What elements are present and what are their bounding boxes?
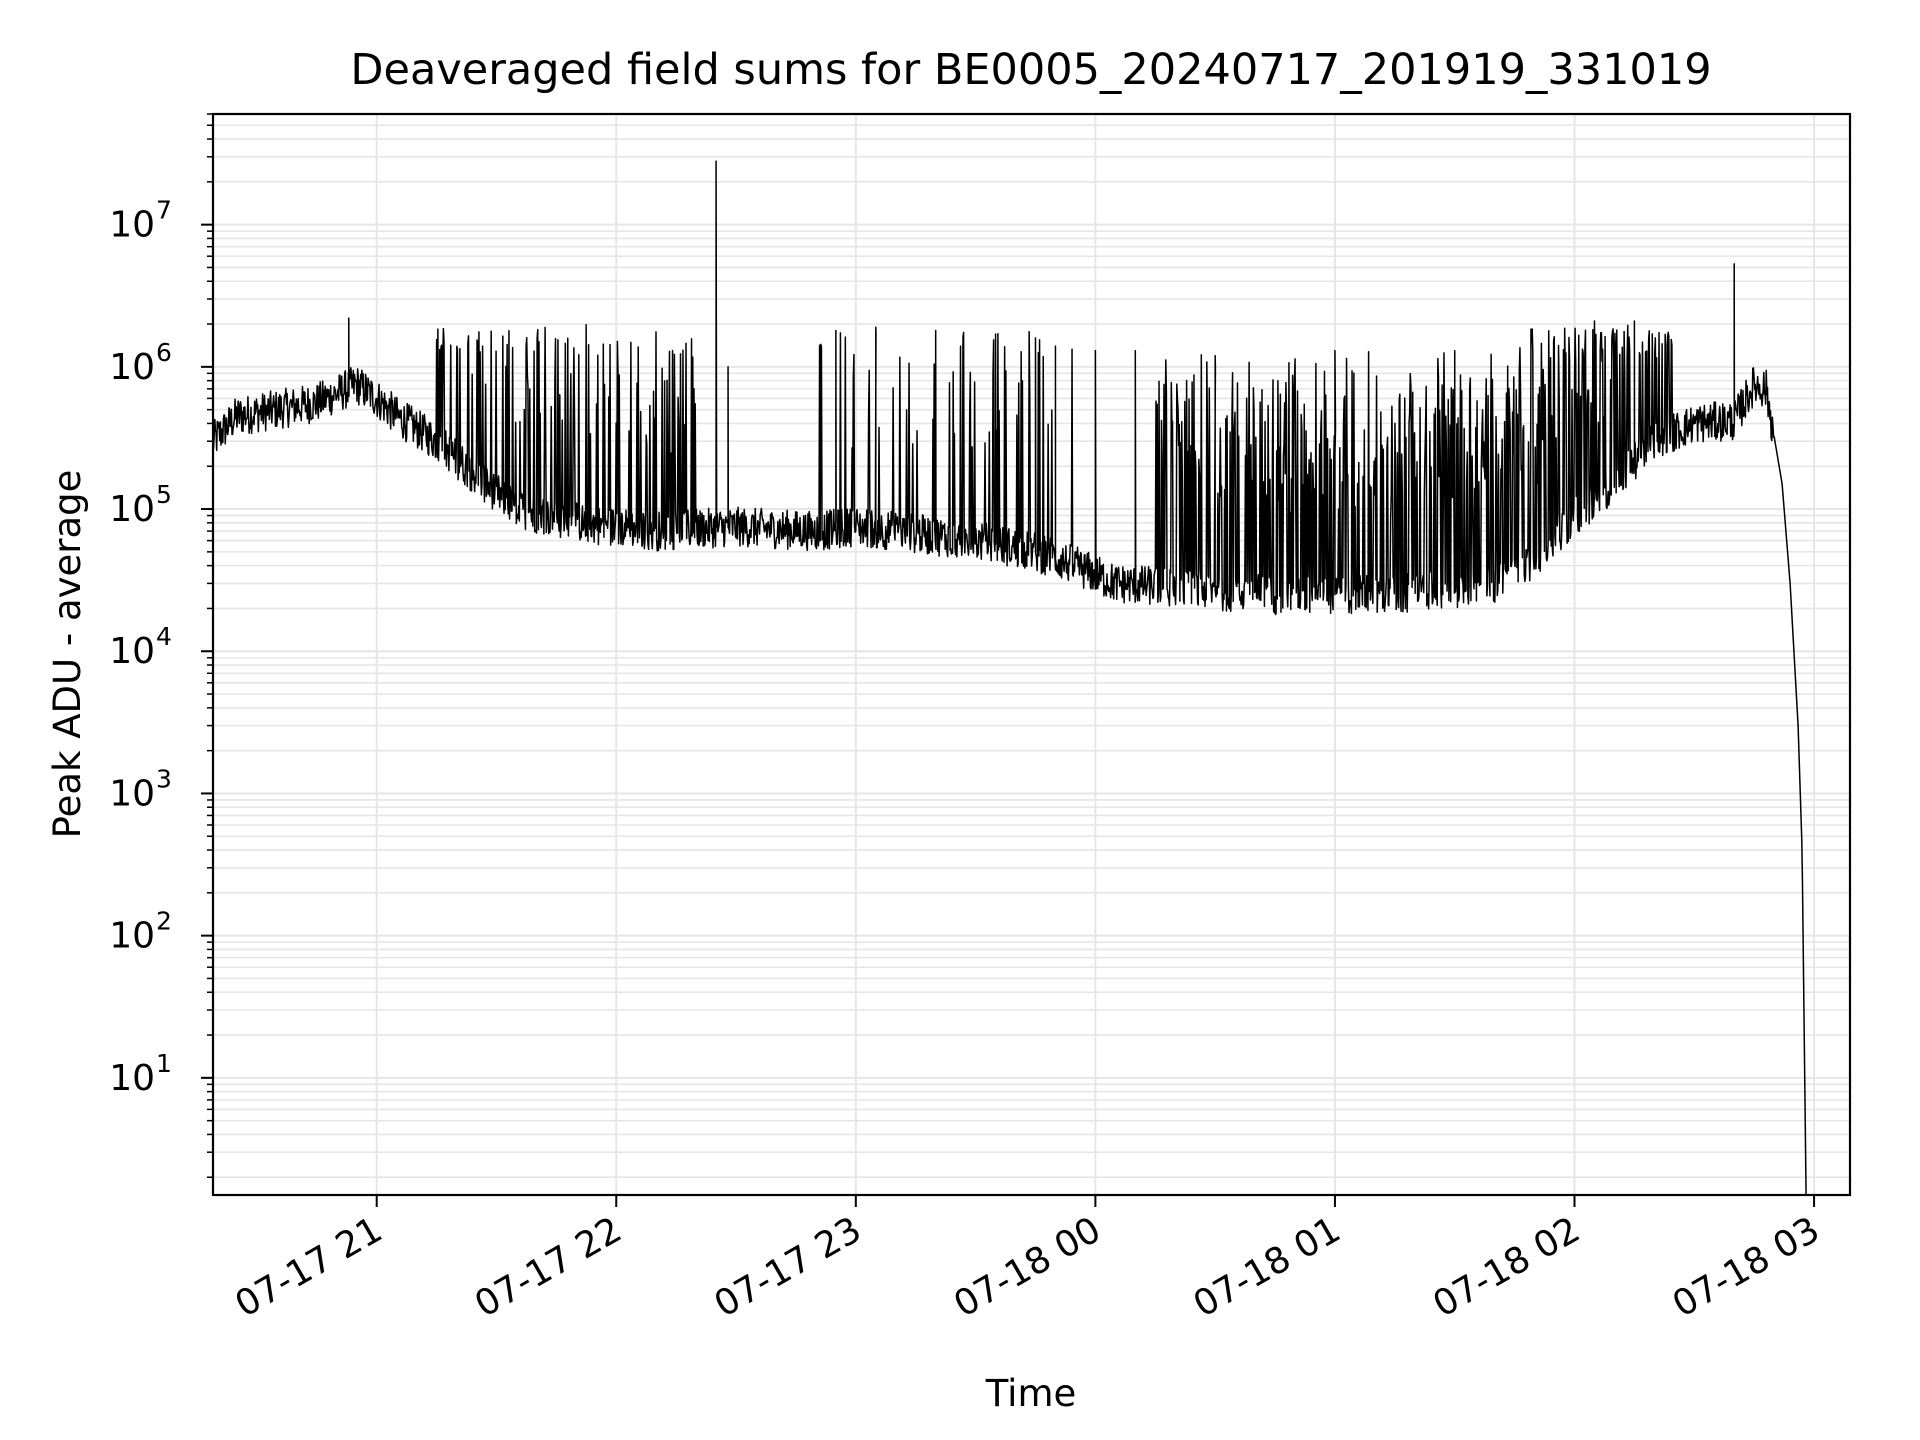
y-tick-label: 10	[109, 489, 155, 530]
series-layer	[212, 160, 1807, 1196]
y-axis-label: Peak ADU - average	[46, 470, 89, 839]
chart-title: Deaveraged field sums for BE0005_2024071…	[350, 45, 1711, 95]
y-tick-label: 10	[109, 916, 155, 957]
y-tick-label: 10	[109, 1058, 155, 1099]
plot-frame	[211, 112, 1852, 1197]
y-tick-exponent: 2	[156, 907, 172, 936]
y-tick-exponent: 5	[156, 480, 172, 509]
y-tick-label: 10	[109, 631, 155, 672]
x-axis-label: Time	[985, 1372, 1077, 1415]
y-tick-label: 10	[109, 773, 155, 814]
y-tick-label: 10	[109, 347, 155, 388]
y-tick-exponent: 6	[156, 338, 172, 367]
y-tick-exponent: 7	[156, 196, 172, 225]
y-tick-exponent: 3	[156, 764, 172, 793]
series-line	[212, 160, 1807, 1196]
y-tick-exponent: 4	[156, 622, 172, 651]
y-tick-exponent: 1	[156, 1049, 172, 1078]
y-tick-label: 10	[109, 205, 155, 246]
